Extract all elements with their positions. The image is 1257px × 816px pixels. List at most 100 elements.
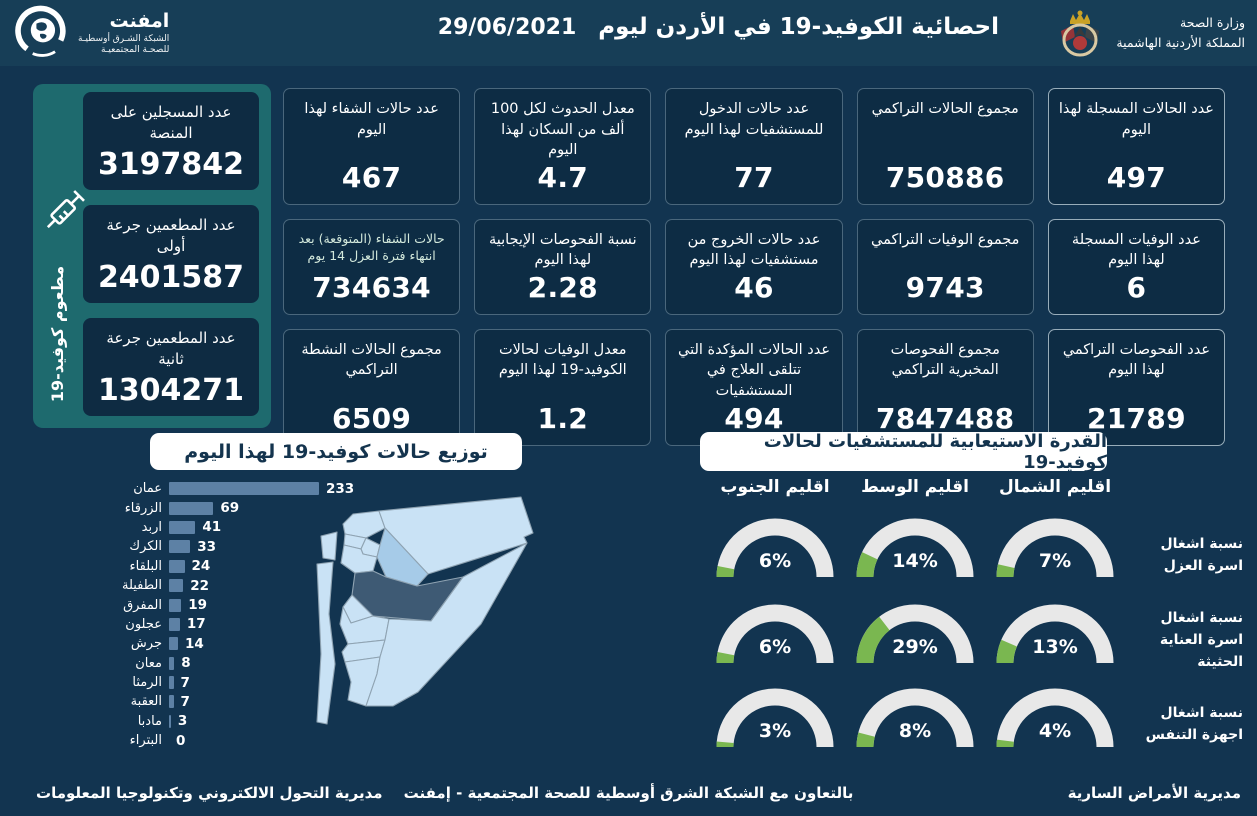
bar-row: جرش 14 (36, 634, 354, 653)
stat-card: معدل الحدوث لكل 100 ألف من السكان لهذا ا… (474, 88, 652, 205)
bar-category-label: الطفيلة (121, 578, 162, 594)
gauge: 6% (713, 513, 837, 599)
gauge: 13% (993, 599, 1117, 683)
syringe-icon (46, 190, 85, 229)
stat-card-value: 497 (1106, 160, 1167, 194)
page-title-block: احصائية الكوفيد-19 في الأردن ليوم 29/06/… (438, 14, 999, 40)
vaccination-card-value: 2401587 (97, 260, 245, 295)
capacity-row-labels: نسبة اشغال اسرة العزل نسبة اشغال اسرة ال… (1125, 513, 1243, 767)
gauge: 14% (853, 513, 977, 599)
distribution-chart-title: توزيع حالات كوفيد-19 لهذا اليوم (150, 433, 522, 470)
bar-category-label: مادبا (137, 713, 162, 729)
bar-value-label: 0 (176, 732, 186, 749)
gauge-arc-icon (716, 604, 834, 664)
stat-card-value: 21789 (1086, 401, 1186, 435)
gauge-value: 6% (758, 550, 792, 572)
gauge-value: 13% (1032, 636, 1078, 658)
stat-card: عدد الحالات المؤكدة التي تتلقى العلاج في… (665, 328, 843, 446)
bar-category-label: الزرقاء (124, 500, 162, 516)
stat-card-label: عدد الحالات المسجلة لهذا اليوم (1058, 101, 1214, 138)
stat-card-label: عدد حالات الخروج من مستشفيات لهذا اليوم (687, 231, 821, 269)
bar (169, 501, 214, 515)
ministry-block: وزارة الصحة المملكة الأردنية الهاشمية (1053, 7, 1245, 59)
stat-card-label: مجموع الوفيات التراكمي (871, 231, 1020, 248)
stat-card-label: عدد الوفيات المسجلة لهذا اليوم (1071, 231, 1201, 269)
capacity-row-label-icu: نسبة اشغال اسرة العناية الحثيثة (1159, 610, 1243, 670)
emphnet-sub-line2: للصحـة المجتمعيـة (100, 44, 170, 55)
bar-row: المفرق 19 (36, 595, 354, 614)
bar-value-label: 33 (197, 538, 216, 555)
page-title: احصائية الكوفيد-19 في الأردن ليوم (598, 14, 999, 40)
emphnet-logo-block: امفنت الشبكة الشـرق أوسطيـة للصحـة المجت… (14, 4, 169, 62)
bar-value-label: 7 (180, 693, 190, 710)
bar (169, 617, 180, 631)
gauge-value: 6% (758, 636, 792, 658)
bar-row: اربد 41 (36, 518, 354, 537)
ministry-name: وزارة الصحة (1180, 15, 1245, 30)
stat-card-label: عدد الفحوصات التراكمي لهذا اليوم (1062, 341, 1210, 379)
bar (169, 579, 184, 593)
bar-row: معان 8 (36, 654, 354, 673)
vaccination-card: عدد المطعمين جرعة ثانية 1304271 (83, 318, 259, 416)
stat-card: نسبة الفحوصات الإيجابية لهذا اليوم 2.28 (474, 218, 652, 315)
bar-category-label: عجلون (125, 616, 162, 632)
bar-value-label: 22 (190, 577, 209, 594)
footer-cooperation-note: بالتعاون مع الشبكة الشرق أوسطية للصحة ال… (403, 784, 854, 802)
bar (169, 637, 178, 651)
stat-card: مجموع الحالات النشطة التراكمي 6509 (283, 328, 461, 446)
emphnet-globe-icon (15, 5, 66, 57)
stat-card-value: 77 (734, 160, 774, 194)
bar-value-label: 14 (185, 635, 204, 652)
bar-row: الزرقاء 69 (36, 498, 354, 517)
vaccination-card-label: عدد المطعمين جرعة ثانية (106, 329, 236, 368)
footer-directorate-it: مديرية التحول الالكتروني وتكنولوجيا المع… (36, 784, 383, 802)
gauge: 4% (993, 683, 1117, 767)
region-header: اقليم الوسط (861, 477, 969, 497)
gauge-value: 7% (1038, 550, 1072, 572)
gauge: 6% (713, 599, 837, 683)
emphnet-name: امفنت (109, 9, 170, 32)
bar-value-label: 17 (186, 616, 206, 633)
vaccination-cards: عدد المسجلين على المنصة 3197842 عدد المطعم… (83, 92, 259, 416)
vaccination-card-value: 3197842 (97, 147, 245, 182)
gauge-arc-icon (856, 604, 974, 664)
stat-card-label: مجموع الحالات التراكمي (871, 101, 1019, 117)
gauge-arc-icon (996, 518, 1114, 578)
bar-category-label: اربد (141, 519, 162, 535)
bar-row: الطفيلة 22 (36, 576, 354, 595)
vaccination-card: عدد المطعمين جرعة أولى 2401587 (83, 205, 259, 303)
gauge-arc-icon (996, 688, 1114, 748)
ministry-country: المملكة الأردنية الهاشمية (1116, 35, 1245, 50)
vaccination-card-label: عدد المسجلين على المنصة (110, 103, 232, 142)
vaccination-card: عدد المسجلين على المنصة 3197842 (83, 92, 259, 190)
bar (169, 676, 174, 690)
stat-card-value: 1.2 (537, 401, 589, 435)
bar-row: البلقاء 24 (36, 557, 354, 576)
gauge-arc-icon (856, 688, 974, 748)
stat-card-label: عدد حالات الشفاء لهذا اليوم (304, 101, 439, 138)
bar (169, 559, 185, 573)
header-bar: امفنت الشبكة الشـرق أوسطيـة للصحـة المجت… (0, 0, 1257, 66)
bar-category-label: جرش (130, 636, 162, 652)
bar-category-label: الكرك (129, 539, 162, 555)
stat-card: مجموع الفحوصات المخبرية التراكمي 7847488 (856, 328, 1034, 446)
stat-card-value: 4.7 (537, 160, 589, 194)
jordan-map-svg (316, 496, 534, 725)
bar-value-label: 233 (326, 480, 355, 497)
stat-card-label: عدد حالات الدخول للمستشفيات لهذا اليوم (684, 101, 824, 138)
bar-row: الكرك 33 (36, 537, 354, 556)
bar-row: عجلون 17 (36, 615, 354, 634)
stat-card-value: 6 (1126, 270, 1147, 304)
report-date: 29/06/2021 (437, 14, 577, 40)
stat-card-value: 2.28 (527, 270, 598, 304)
bar-category-label: المفرق (123, 597, 162, 613)
stat-card: عدد الحالات المسجلة لهذا اليوم 497 (1047, 88, 1225, 205)
stat-card-value: 494 (724, 401, 784, 435)
bar (169, 540, 191, 554)
bar-value-label: 19 (188, 597, 207, 614)
bar-row: عمان 233 (36, 479, 354, 498)
gauge: 29% (853, 599, 977, 683)
gauge-value: 3% (758, 720, 792, 742)
bar (169, 482, 319, 496)
bar-value-label: 69 (220, 500, 240, 517)
